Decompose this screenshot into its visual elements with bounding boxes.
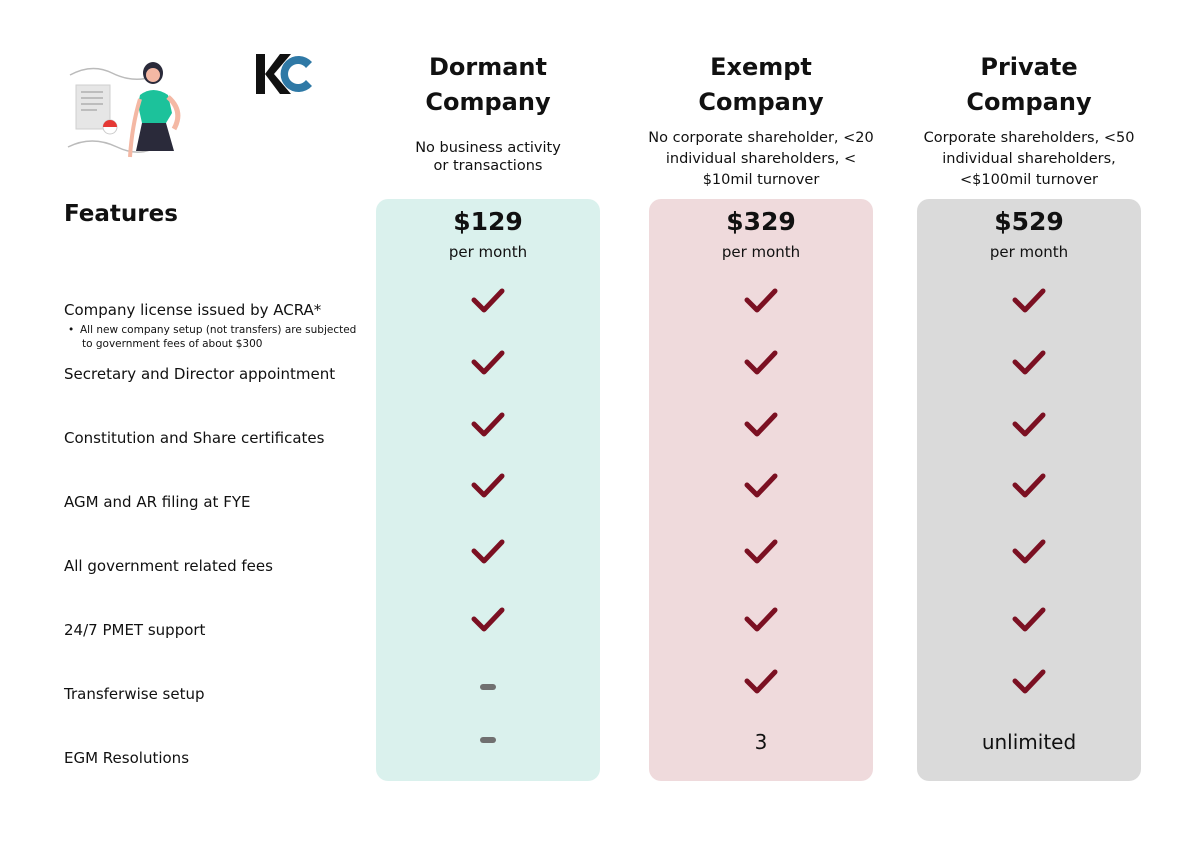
check-mark-icon [471, 539, 505, 564]
plan-description-line: No corporate shareholder, <20 [648, 130, 874, 146]
plan-title-private: Private Company [917, 50, 1141, 120]
feature-label-constitution: Constitution and Share certificates [64, 429, 325, 447]
kc-logo-icon [256, 54, 312, 94]
check-mark-icon [471, 412, 505, 437]
check-mark-icon [744, 350, 778, 375]
check-mark-icon [471, 288, 505, 313]
check-mark-icon [1012, 350, 1046, 375]
plan-price-dormant: $129 [453, 207, 523, 236]
egm-resolutions-value: 3 [754, 730, 768, 754]
plan-period-exempt: per month [721, 243, 801, 261]
plan-description-line: <$100mil turnover [960, 172, 1098, 188]
check-mark-icon [744, 288, 778, 313]
person-with-document-illustration-icon [67, 62, 181, 158]
dash-icon [480, 684, 496, 690]
dash-icon [480, 737, 496, 743]
check-mark-icon [1012, 288, 1046, 313]
check-mark-icon [1012, 669, 1046, 694]
plan-description-line: individual shareholders, [942, 151, 1116, 167]
feature-label-egm: EGM Resolutions [64, 749, 190, 767]
check-mark-icon [744, 473, 778, 498]
plan-period-private: per month [989, 243, 1069, 261]
plan-title-line1: Private [980, 53, 1078, 81]
plan-title-line2: Company [966, 88, 1092, 116]
plan-title-line2: Company [698, 88, 824, 116]
check-mark-icon [1012, 607, 1046, 632]
bullet-icon: • [68, 324, 75, 336]
plan-description-line: Corporate shareholders, <50 [923, 130, 1135, 146]
check-mark-icon [1012, 473, 1046, 498]
check-mark-icon [744, 412, 778, 437]
check-mark-icon [1012, 412, 1046, 437]
plan-title-line2: Company [425, 88, 551, 116]
plan-period-dormant: per month [448, 243, 528, 261]
feature-label-company-license: Company license issued by ACRA* [64, 301, 322, 319]
check-mark-icon [744, 669, 778, 694]
plan-description-line: individual shareholders, < [665, 151, 857, 167]
plan-price-exempt: $329 [726, 207, 796, 236]
feature-label-gov-fees: All government related fees [64, 557, 273, 575]
check-mark-icon [471, 607, 505, 632]
plan-title-line1: Exempt [710, 53, 812, 81]
check-mark-icon [744, 539, 778, 564]
license-note-line1: All new company setup (not transfers) ar… [80, 324, 357, 336]
plan-price-private: $529 [994, 207, 1064, 236]
features-heading: Features [64, 201, 178, 227]
egm-resolutions-value: unlimited [981, 730, 1077, 754]
check-mark-icon [471, 473, 505, 498]
check-mark-icon [471, 350, 505, 375]
plan-title-dormant: Dormant Company [376, 50, 600, 120]
feature-label-transferwise: Transferwise setup [64, 685, 205, 703]
feature-label-agm: AGM and AR filing at FYE [64, 493, 251, 511]
plan-description-line: $10mil turnover [702, 172, 820, 188]
plan-title-exempt: Exempt Company [649, 50, 873, 120]
check-mark-icon [744, 607, 778, 632]
feature-label-secretary: Secretary and Director appointment [64, 365, 336, 383]
license-note-line2: to government fees of about $300 [82, 338, 263, 350]
plan-description-line: or transactions [433, 158, 543, 174]
license-fee-note: • All new company setup (not transfers) a… [68, 323, 356, 351]
check-mark-icon [1012, 539, 1046, 564]
plan-title-line1: Dormant [428, 53, 547, 81]
feature-label-pmet-support: 24/7 PMET support [64, 621, 206, 639]
plan-description-line: No business activity [415, 140, 561, 156]
